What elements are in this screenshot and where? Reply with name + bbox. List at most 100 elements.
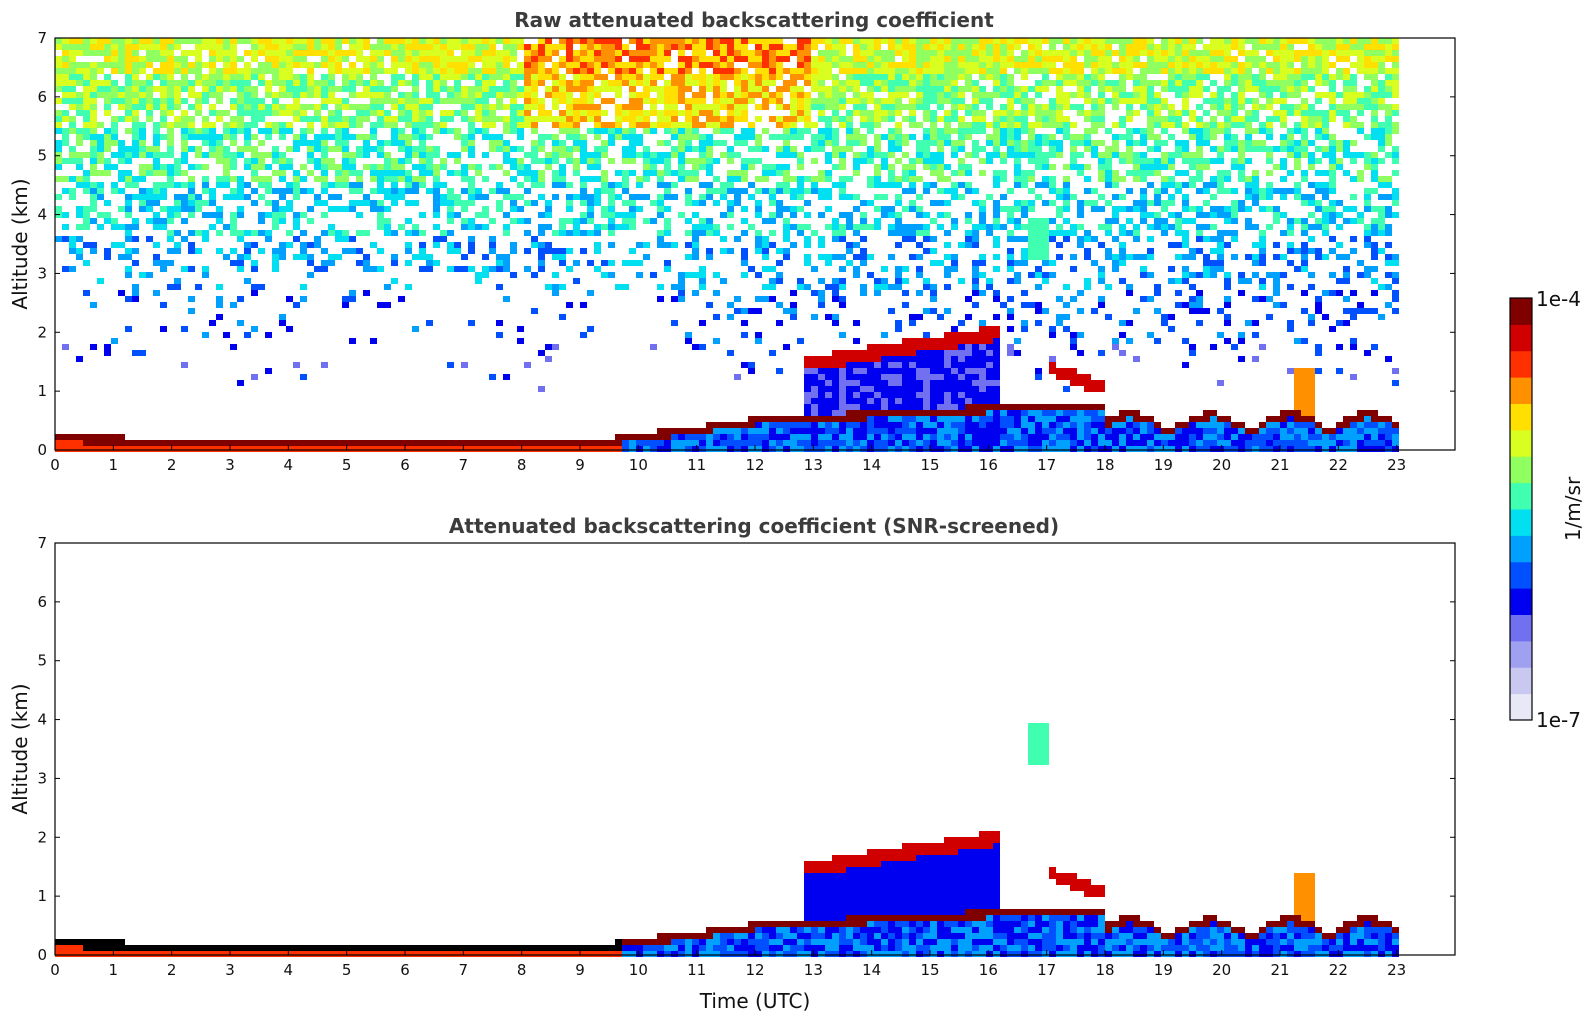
backscatter-cell	[125, 212, 132, 218]
backscatter-cell	[398, 224, 405, 230]
backscatter-cell	[972, 152, 979, 158]
backscatter-cell	[748, 86, 755, 92]
backscatter-cell	[895, 242, 902, 248]
backscatter-cell	[195, 68, 202, 74]
backscatter-cell	[776, 104, 783, 110]
backscatter-cell	[377, 38, 384, 44]
backscatter-cell	[76, 44, 83, 50]
backscatter-cell	[279, 218, 286, 224]
backscatter-cell	[1021, 404, 1028, 410]
backscatter-cell	[55, 62, 62, 68]
backscatter-cell	[125, 194, 132, 200]
backscatter-cell	[496, 86, 503, 92]
backscatter-cell	[979, 428, 986, 434]
backscatter-cell	[923, 98, 930, 104]
backscatter-cell	[62, 56, 69, 62]
backscatter-cell	[965, 440, 972, 446]
backscatter-cell	[188, 146, 195, 152]
backscatter-cell	[293, 194, 300, 200]
backscatter-cell	[923, 80, 930, 86]
backscatter-cell	[405, 122, 412, 128]
backscatter-cell	[160, 152, 167, 158]
backscatter-cell	[503, 44, 510, 50]
backscatter-cell	[426, 92, 433, 98]
backscatter-cell	[1056, 440, 1063, 446]
backscatter-cell	[832, 182, 839, 188]
backscatter-cell	[62, 236, 69, 242]
backscatter-cell	[1000, 224, 1007, 230]
backscatter-cell	[972, 230, 979, 236]
backscatter-cell	[447, 110, 454, 116]
backscatter-cell	[594, 104, 601, 110]
backscatter-cell	[958, 344, 965, 350]
backscatter-cell	[342, 236, 349, 242]
backscatter-cell	[482, 74, 489, 80]
backscatter-cell	[517, 128, 524, 134]
backscatter-cell	[762, 416, 769, 422]
backscatter-cell	[461, 110, 468, 116]
backscatter-cell	[776, 44, 783, 50]
backscatter-cell	[1028, 98, 1035, 104]
backscatter-cell	[307, 446, 314, 452]
backscatter-cell	[860, 416, 867, 422]
backscatter-cell	[300, 296, 307, 302]
backscatter-cell	[391, 254, 398, 260]
backscatter-cell	[230, 164, 237, 170]
backscatter-cell	[230, 56, 237, 62]
backscatter-cell	[496, 50, 503, 56]
backscatter-cell	[405, 146, 412, 152]
backscatter-cell	[384, 122, 391, 128]
backscatter-cell	[265, 68, 272, 74]
backscatter-cell	[818, 242, 825, 248]
backscatter-cell	[902, 116, 909, 122]
backscatter-cell	[62, 116, 69, 122]
backscatter-cell	[146, 188, 153, 194]
backscatter-cell	[951, 386, 958, 392]
backscatter-cell	[909, 392, 916, 398]
backscatter-cell	[944, 116, 951, 122]
backscatter-cell	[986, 404, 993, 410]
backscatter-cell	[356, 248, 363, 254]
backscatter-cell	[104, 164, 111, 170]
backscatter-cell	[860, 374, 867, 380]
backscatter-cell	[475, 440, 482, 446]
backscatter-cell	[1098, 80, 1105, 86]
backscatter-cell	[643, 44, 650, 50]
backscatter-cell	[587, 176, 594, 182]
backscatter-cell	[237, 188, 244, 194]
backscatter-cell	[713, 446, 720, 452]
backscatter-cell	[1077, 290, 1084, 296]
backscatter-cell	[398, 158, 405, 164]
backscatter-cell	[993, 266, 1000, 272]
backscatter-cell	[832, 416, 839, 422]
backscatter-cell	[293, 146, 300, 152]
backscatter-cell	[1042, 278, 1049, 284]
backscatter-cell	[902, 140, 909, 146]
backscatter-cell	[216, 140, 223, 146]
backscatter-cell	[90, 206, 97, 212]
backscatter-cell	[699, 440, 706, 446]
backscatter-cell	[69, 80, 76, 86]
backscatter-cell	[167, 128, 174, 134]
backscatter-cell	[937, 56, 944, 62]
backscatter-cell	[832, 356, 839, 362]
backscatter-cell	[244, 146, 251, 152]
backscatter-cell	[384, 92, 391, 98]
backscatter-cell	[132, 248, 139, 254]
backscatter-cell	[629, 152, 636, 158]
backscatter-cell	[937, 260, 944, 266]
backscatter-cell	[160, 164, 167, 170]
backscatter-cell	[447, 128, 454, 134]
backscatter-cell	[713, 140, 720, 146]
backscatter-cell	[125, 38, 132, 44]
backscatter-cell	[251, 122, 258, 128]
backscatter-cell	[384, 446, 391, 452]
backscatter-cell	[349, 134, 356, 140]
backscatter-cell	[188, 308, 195, 314]
backscatter-cell	[741, 140, 748, 146]
backscatter-cell	[1014, 278, 1021, 284]
backscatter-cell	[125, 158, 132, 164]
backscatter-cell	[342, 86, 349, 92]
backscatter-cell	[405, 242, 412, 248]
backscatter-cell	[293, 44, 300, 50]
